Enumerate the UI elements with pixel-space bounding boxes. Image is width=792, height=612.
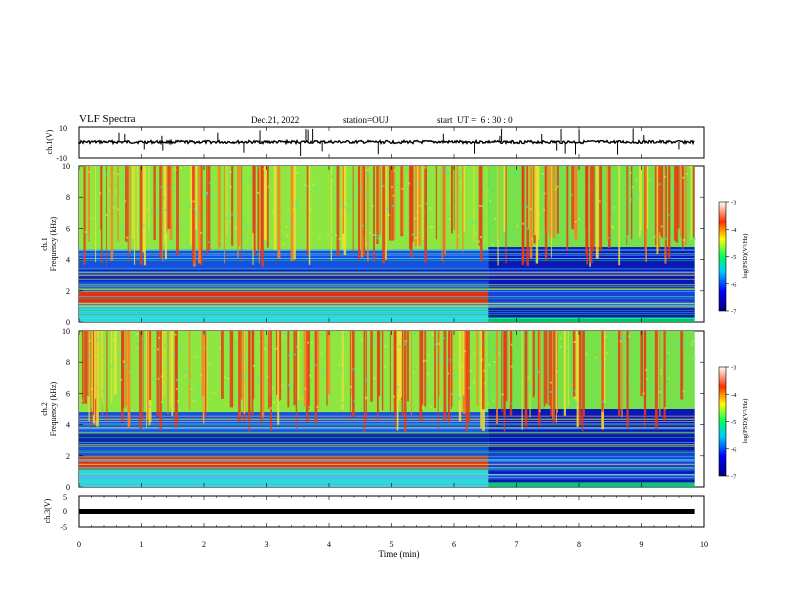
frequency-tick-label: 0 (66, 318, 70, 327)
ch1-frequency-ylabel: Frequency (kHz) (49, 216, 58, 271)
ch1-colorbar: -3 -4 -5 -6 -7 log(PSD)(V²/Hz) (718, 200, 749, 316)
ch1-colorbar-label: log(PSD)(V²/Hz) (742, 234, 749, 279)
time-tick-label: 6 (452, 540, 456, 549)
colorbar-tick-label: -3 (731, 365, 736, 372)
colorbar-tick-label: -7 (731, 309, 737, 316)
time-axis-label: Time (min) (379, 549, 420, 559)
colorbar-tick-label: -7 (731, 474, 737, 481)
colorbar-tick-label: -5 (731, 419, 736, 426)
ch3-waveform-trace (79, 509, 695, 514)
ch1-ytick-bottom: -10 (56, 154, 67, 163)
ch2-frequency-ticks: 0 2 4 6 8 10 (62, 327, 704, 492)
colorbar-tick-label: -6 (731, 281, 737, 288)
time-tick-label: 5 (390, 540, 394, 549)
time-tick-label: 4 (327, 540, 331, 549)
time-tick-label: 10 (700, 540, 708, 549)
frequency-tick-label: 0 (66, 483, 70, 492)
start-time-label: start UT = 6 : 30 : 0 (437, 115, 513, 125)
ch1-voltage-ylabel: ch.1(V) (45, 129, 54, 154)
ch1-spectrogram-image (79, 166, 696, 322)
ch3-ytick-bottom: -5 (60, 523, 67, 532)
ch1-frequency-ticks: 0 2 4 6 8 10 (62, 162, 704, 327)
ch2-label: ch.2 (40, 402, 49, 416)
time-tick-label: 8 (577, 540, 581, 549)
date-label: Dec.21, 2022 (251, 115, 300, 125)
colorbar-tick-label: -3 (731, 200, 736, 207)
ch3-voltage-ylabel: ch.3(V) (43, 498, 52, 523)
frequency-tick-label: 8 (66, 358, 70, 367)
ch2-spectrogram-image (79, 331, 696, 487)
time-axis-ticks: 0 1 2 3 4 5 6 7 8 9 10 (77, 127, 708, 549)
chart-title: VLF Spectra (79, 113, 136, 125)
colorbar-tick-label: -5 (731, 254, 736, 261)
frequency-tick-label: 10 (62, 162, 70, 171)
time-tick-label: 0 (77, 540, 81, 549)
time-tick-label: 9 (640, 540, 644, 549)
time-tick-label: 1 (140, 540, 144, 549)
ch2-colorbar-label: log(PSD)(V²/Hz) (742, 399, 749, 444)
frequency-tick-label: 10 (62, 327, 70, 336)
colorbar-tick-label: -4 (731, 392, 737, 399)
frequency-tick-label: 6 (66, 224, 70, 233)
frequency-tick-label: 6 (66, 389, 70, 398)
frequency-tick-label: 4 (66, 421, 70, 430)
ch3-ytick-top: 5 (63, 493, 67, 502)
ch1-label: ch.1 (40, 237, 49, 251)
ch1-ytick-top: 10 (59, 124, 67, 133)
colorbar-tick-label: -6 (731, 446, 737, 453)
frequency-tick-label: 8 (66, 193, 70, 202)
panel-ch1-spectrogram: 0 2 4 6 8 10 ch.1 Frequency (kHz) (40, 162, 705, 327)
colorbar-tick-label: -4 (731, 227, 737, 234)
frequency-tick-label: 2 (66, 452, 70, 461)
station-label: station=OUJ (343, 115, 389, 125)
panel-ch3-waveform: 5 0 -5 ch.3(V) (43, 493, 705, 532)
ch2-colorbar: -3 -4 -5 -6 -7 log(PSD)(V²/Hz) (718, 365, 749, 481)
panel-ch1-waveform: 10 -10 ch.1(V) (45, 124, 705, 163)
frequency-tick-label: 4 (66, 256, 70, 265)
ch1-waveform-trace (78, 128, 695, 156)
panel-ch2-spectrogram: 0 2 4 6 8 10 ch.2 Frequency (kHz) (40, 327, 705, 492)
time-tick-label: 3 (265, 540, 269, 549)
ch3-ytick-mid: 0 (63, 507, 67, 516)
ch2-frequency-ylabel: Frequency (kHz) (49, 381, 58, 436)
time-tick-label: 7 (515, 540, 519, 549)
frequency-tick-label: 2 (66, 287, 70, 296)
time-tick-label: 2 (202, 540, 206, 549)
